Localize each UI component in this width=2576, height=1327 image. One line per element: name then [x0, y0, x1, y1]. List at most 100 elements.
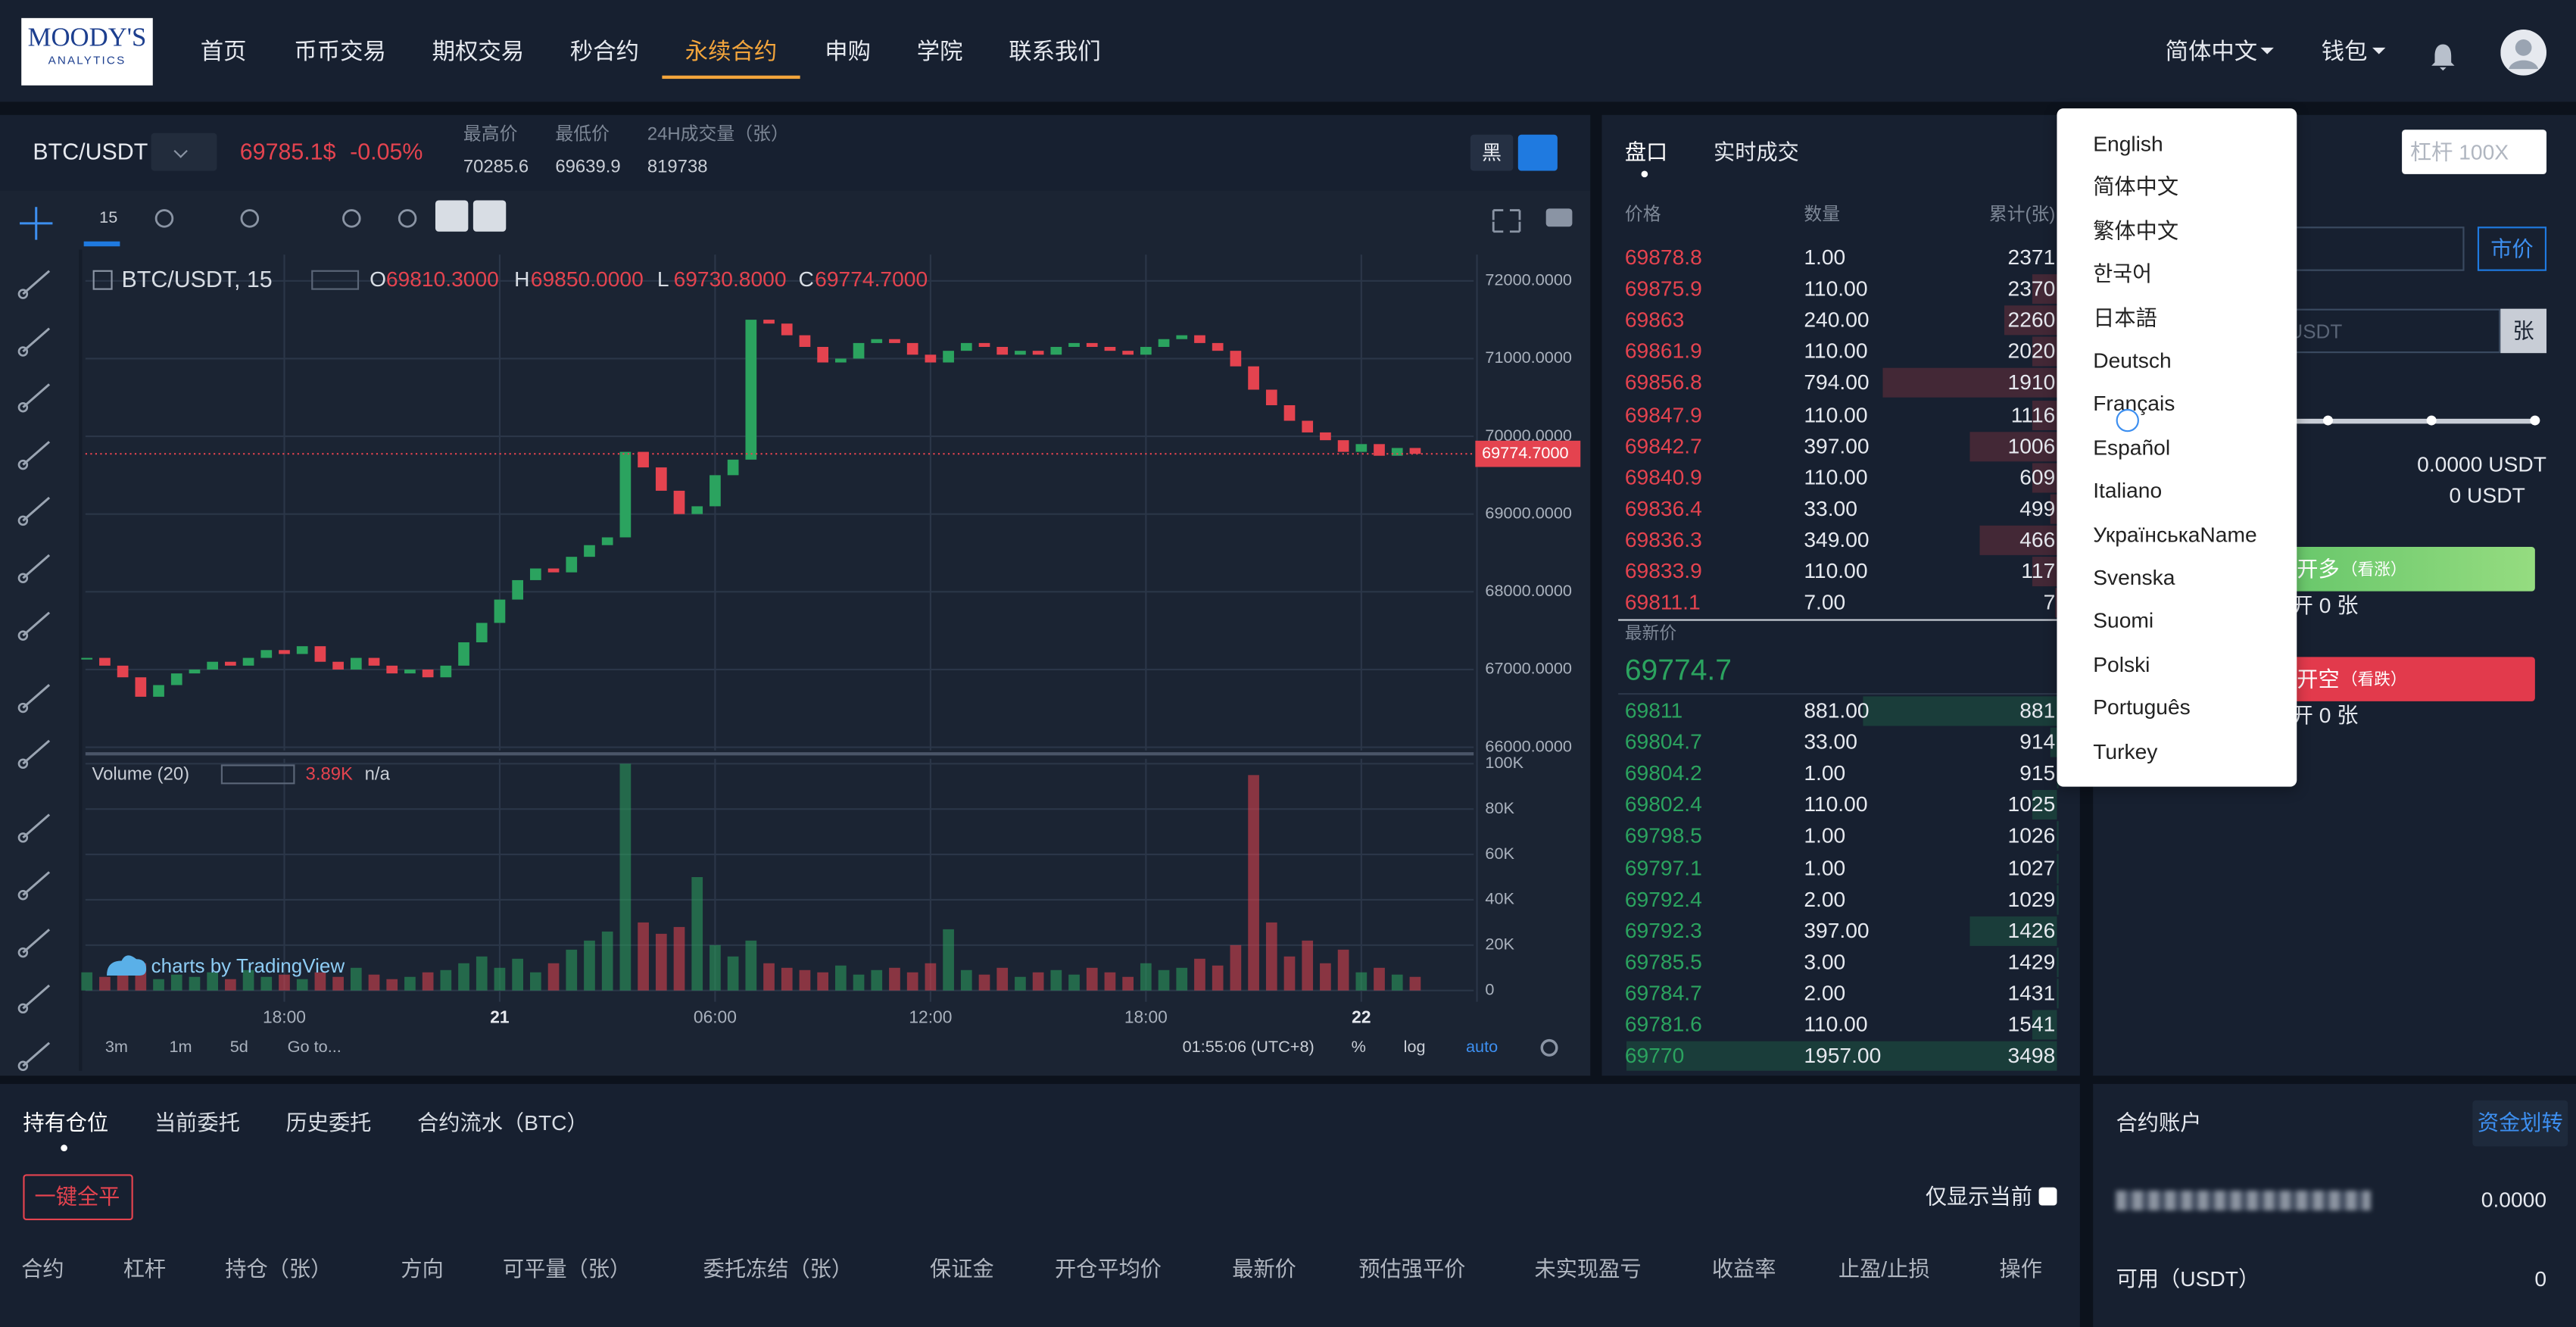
chart-panel — [0, 190, 1591, 1076]
long-label[interactable]: 开多 — [2297, 557, 2340, 582]
book-price: 69770 — [1624, 1043, 1685, 1068]
book-total: 1541 — [2007, 1011, 2056, 1037]
language-option[interactable]: Español — [2093, 435, 2171, 460]
latest-price: 69774.7 — [1624, 653, 1732, 687]
book-total: 915 — [2019, 760, 2056, 785]
avatar[interactable] — [2500, 30, 2547, 76]
transfer-label[interactable]: 资金划转 — [2477, 1110, 2563, 1135]
language-option[interactable]: Svenska — [2093, 564, 2175, 590]
pair: BTC/USDT — [33, 138, 148, 164]
book-qty: 110.00 — [1804, 276, 1868, 301]
short-label[interactable]: 开空 — [2297, 667, 2340, 692]
close-all-label[interactable]: 一键全平 — [34, 1184, 120, 1209]
book-total: 1025 — [2007, 792, 2056, 817]
market-button[interactable] — [2477, 226, 2547, 271]
tool-icon — [17, 702, 29, 713]
stat-label: 最高价 — [463, 124, 518, 145]
theme-label[interactable]: 黑 — [1482, 141, 1502, 164]
nav-item[interactable]: 永续合约 — [685, 37, 778, 64]
column-header: 开仓平均价 — [1054, 1256, 1162, 1282]
language-option[interactable]: Italiano — [2093, 478, 2163, 503]
position-tab[interactable]: 合约流水（BTC） — [417, 1110, 588, 1135]
candle — [225, 661, 236, 666]
nav-item[interactable]: 首页 — [200, 37, 247, 64]
nav-item[interactable]: 申购 — [825, 37, 871, 64]
language-option[interactable]: Português — [2093, 695, 2191, 720]
book-tab[interactable]: 盘口 — [1624, 139, 1668, 164]
language-menu[interactable]: 简体中文 — [2165, 37, 2258, 64]
nav-item[interactable]: 期权交易 — [432, 37, 525, 64]
book-header: 累计(张) — [1988, 205, 2056, 226]
language-option[interactable]: 繁体中文 — [2093, 217, 2179, 243]
book-price: 69836.3 — [1624, 526, 1702, 552]
language-option[interactable]: Polski — [2093, 651, 2150, 676]
tool-icon — [22, 496, 51, 522]
position-tab[interactable]: 当前委托 — [154, 1110, 240, 1135]
legend-buttons — [311, 270, 360, 290]
market-label[interactable]: 市价 — [2490, 236, 2534, 261]
volume-bar — [691, 877, 703, 991]
caret — [2372, 47, 2386, 61]
book-qty: 2.00 — [1804, 886, 1846, 911]
book-tab[interactable]: 实时成交 — [1713, 139, 1799, 164]
leverage-input[interactable] — [2402, 130, 2547, 174]
position-tab[interactable]: 持有仓位 — [23, 1110, 109, 1135]
book-qty: 881.00 — [1804, 698, 1870, 723]
volume-bar — [1355, 972, 1368, 991]
candle — [817, 347, 829, 363]
book-price: 69781.6 — [1624, 1011, 1702, 1037]
volume-bar — [655, 933, 667, 991]
tool-icon — [22, 383, 51, 408]
language-option[interactable]: Deutsch — [2093, 348, 2172, 373]
pin-button[interactable] — [1517, 134, 1558, 171]
available-label: 可用（USDT） — [2116, 1266, 2260, 1291]
book-qty: 397.00 — [1804, 432, 1870, 458]
depth-bar — [2004, 305, 2057, 336]
close-all-button[interactable] — [23, 1174, 133, 1221]
language-option[interactable]: English — [2093, 131, 2163, 156]
position-tab[interactable]: 历史委托 — [285, 1110, 372, 1135]
book-price: 69833.9 — [1624, 558, 1702, 583]
book-qty: 33.00 — [1804, 729, 1857, 754]
language-option[interactable]: УкраїнськаName — [2093, 521, 2257, 547]
volume-bar — [871, 969, 883, 991]
language-option[interactable]: 日本語 — [2093, 304, 2157, 329]
book-total: 609 — [2019, 464, 2056, 489]
nav-item[interactable]: 学院 — [916, 37, 963, 64]
language-option[interactable]: 한국어 — [2093, 261, 2153, 286]
language-option[interactable]: Suomi — [2093, 608, 2154, 633]
book-qty: 240.00 — [1804, 307, 1870, 333]
language-option[interactable]: 简体中文 — [2093, 174, 2179, 200]
nav-item[interactable]: 币币交易 — [294, 37, 386, 64]
volume-bar — [853, 974, 865, 991]
slider-dot — [2322, 415, 2333, 426]
volume-bar — [81, 972, 93, 991]
volume-tick-label: 60K — [1485, 844, 1514, 863]
volume-bar — [1265, 922, 1277, 991]
nav-item[interactable]: 秒合约 — [569, 37, 640, 64]
nav-item[interactable]: 联系我们 — [1009, 37, 1101, 64]
candle — [422, 669, 434, 678]
slider-dot — [2426, 415, 2437, 426]
divider — [1618, 693, 2057, 695]
column-header: 持仓（张） — [225, 1256, 332, 1282]
column-header: 预估强平价 — [1358, 1256, 1466, 1282]
x-tick-label: 21 — [490, 1007, 510, 1026]
volume-bar — [943, 929, 954, 991]
book-qty: 110.00 — [1804, 792, 1868, 817]
logo[interactable]: MOODY'S ANALYTICS — [21, 17, 153, 86]
language-option[interactable]: Turkey — [2093, 738, 2158, 763]
volume-bar — [1283, 956, 1296, 991]
candle — [691, 506, 703, 514]
checkbox[interactable] — [2038, 1187, 2057, 1206]
wallet-menu[interactable]: 钱包 — [2321, 37, 2368, 64]
y-tick-label: 66000.0000 — [1485, 736, 1572, 755]
candle — [458, 642, 469, 666]
theme-button[interactable] — [1470, 134, 1514, 171]
depth-bar — [2032, 399, 2057, 430]
transfer-button[interactable] — [2472, 1100, 2568, 1147]
book-total: 1027 — [2007, 854, 2056, 880]
leverage: 杠杆 100X — [2409, 139, 2509, 164]
depth-bar — [2049, 727, 2057, 757]
bell-icon[interactable] — [2430, 42, 2456, 72]
